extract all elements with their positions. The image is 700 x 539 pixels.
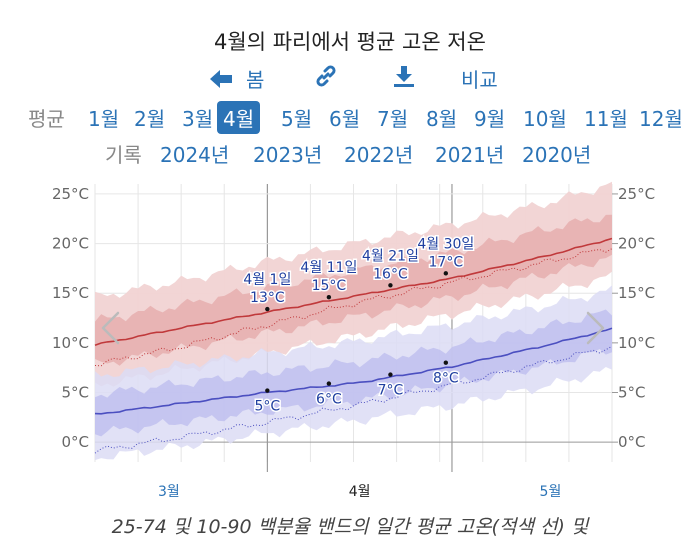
year-selector: 기록 2024년 2023년 2022년 2021년 2020년 xyxy=(0,139,700,169)
x-month-label: 4월 xyxy=(349,484,371,500)
y-tick-label-left: 0°C xyxy=(61,433,89,451)
prev-season-label: 봄 xyxy=(246,68,265,92)
y-tick-label-right: 20°C xyxy=(618,235,655,253)
months-row-label: 평균 xyxy=(28,107,65,131)
month-tab[interactable]: 12월 xyxy=(639,107,683,131)
month-selector: 평균 1월 2월 3월 4월 5월 6월 7월 8월 9월 10월 11월 12월 xyxy=(0,101,700,135)
month-tab[interactable]: 10월 xyxy=(523,107,567,131)
low-band-25-75 xyxy=(95,309,612,437)
high-point xyxy=(326,294,332,300)
annotation-date-label: 4월 21일 xyxy=(362,248,419,264)
y-tick-label-right: 5°C xyxy=(618,384,646,402)
month-tab[interactable]: 7월 xyxy=(377,107,409,131)
month-tab[interactable]: 8월 xyxy=(426,107,458,131)
arrow-left-icon xyxy=(208,68,234,90)
chart-title: 4월의 파리에서 평균 고온 저온 xyxy=(214,30,486,54)
low-point xyxy=(388,372,393,377)
annotation-high-label: 16°C xyxy=(373,266,408,282)
annotation-low-label: 5°C xyxy=(254,399,280,415)
temperature-chart: 0°C 0°C 5°C 5°C 10°C 10°C 15°C 15°C 20°C 20°C 25°C… xyxy=(52,181,655,500)
high-band-25-75 xyxy=(95,214,612,366)
chart-caption: 25-74 및 10-90 백분율 밴드의 일간 평균 고온(적색 선) 및 xyxy=(111,516,589,538)
low-point xyxy=(265,388,270,393)
month-tab[interactable]: 6월 xyxy=(329,107,361,131)
y-tick-label-right: 25°C xyxy=(618,185,655,203)
month-tab[interactable]: 4월 xyxy=(217,101,261,134)
y-tick-label-left: 25°C xyxy=(52,185,89,203)
link-button[interactable] xyxy=(314,64,338,88)
y-tick-label-right: 15°C xyxy=(618,284,655,302)
chevron-right-icon[interactable] xyxy=(586,311,605,345)
download-icon xyxy=(392,64,416,88)
low-avg-line xyxy=(94,327,613,415)
year-link[interactable]: 2023년 xyxy=(253,143,323,167)
annotation-high-label: 17°C xyxy=(429,254,464,270)
x-month-label[interactable]: 5월 xyxy=(540,484,562,500)
high-dotted-line xyxy=(94,248,613,367)
high-avg-line xyxy=(94,237,613,347)
y-tick-label-left: 15°C xyxy=(52,284,89,302)
link-icon xyxy=(314,64,338,88)
high-point xyxy=(265,306,270,312)
low-point xyxy=(443,360,449,365)
y-tick-label-left: 20°C xyxy=(52,235,89,253)
annotation-low-label: 8°C xyxy=(433,371,459,387)
year-link[interactable]: 2022년 xyxy=(344,143,414,167)
month-tab[interactable]: 2월 xyxy=(134,107,166,131)
years-row-label: 기록 xyxy=(105,143,142,167)
x-month-label[interactable]: 3월 xyxy=(158,484,180,500)
month-tab[interactable]: 5월 xyxy=(281,107,313,131)
year-link[interactable]: 2024년 xyxy=(160,143,230,167)
y-tick-label-left: 10°C xyxy=(52,334,89,352)
annotation-date-label: 4월 30일 xyxy=(417,236,474,252)
month-tab[interactable]: 9월 xyxy=(474,107,506,131)
year-link[interactable]: 2021년 xyxy=(435,143,505,167)
annotation-low-label: 6°C xyxy=(316,392,342,408)
low-dotted-line xyxy=(94,345,613,454)
month-tab[interactable]: 11월 xyxy=(584,107,628,131)
toolbar: 봄 비교 xyxy=(0,64,700,94)
annotation-high-label: 15°C xyxy=(312,278,347,294)
high-point xyxy=(388,283,393,288)
month-tab[interactable]: 1월 xyxy=(88,107,120,131)
year-link[interactable]: 2020년 xyxy=(522,143,592,167)
month-tab[interactable]: 3월 xyxy=(182,107,214,131)
annotation-date-label: 4월 1일 xyxy=(243,272,291,288)
y-tick-label-right: 0°C xyxy=(618,433,646,451)
download-button[interactable] xyxy=(392,64,416,88)
low-point xyxy=(326,381,332,386)
compare-button[interactable]: 비교 xyxy=(461,68,498,92)
chevron-left-icon[interactable] xyxy=(101,311,120,345)
annotation-low-label: 7°C xyxy=(378,383,404,399)
annotation-date-label: 4월 11일 xyxy=(300,260,357,276)
prev-season-button[interactable]: 봄 xyxy=(208,64,264,93)
y-tick-label-left: 5°C xyxy=(61,384,89,402)
y-tick-label-right: 10°C xyxy=(618,334,655,352)
annotation-high-label: 13°C xyxy=(250,290,285,306)
high-point xyxy=(443,271,449,276)
